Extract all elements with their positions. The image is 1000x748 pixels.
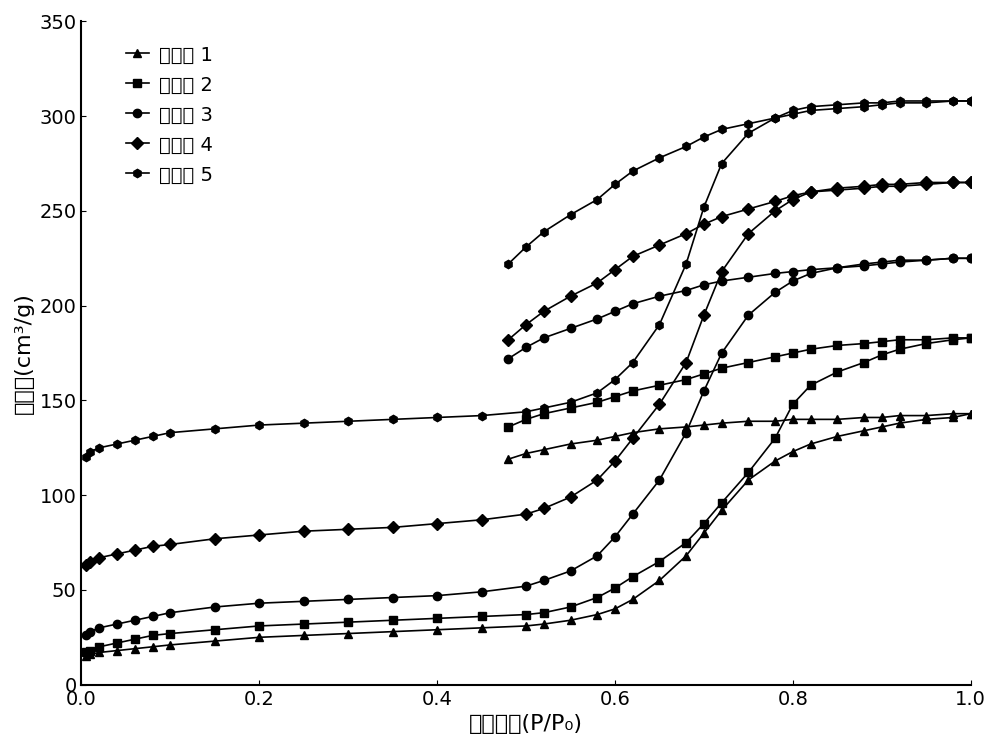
X-axis label: 相对压力(P/P₀): 相对压力(P/P₀) — [469, 714, 583, 734]
Y-axis label: 吸附量(cm³/g): 吸附量(cm³/g) — [14, 292, 34, 414]
Legend: 实施例 1, 实施例 2, 实施例 3, 实施例 4, 实施例 5: 实施例 1, 实施例 2, 实施例 3, 实施例 4, 实施例 5 — [118, 37, 220, 193]
